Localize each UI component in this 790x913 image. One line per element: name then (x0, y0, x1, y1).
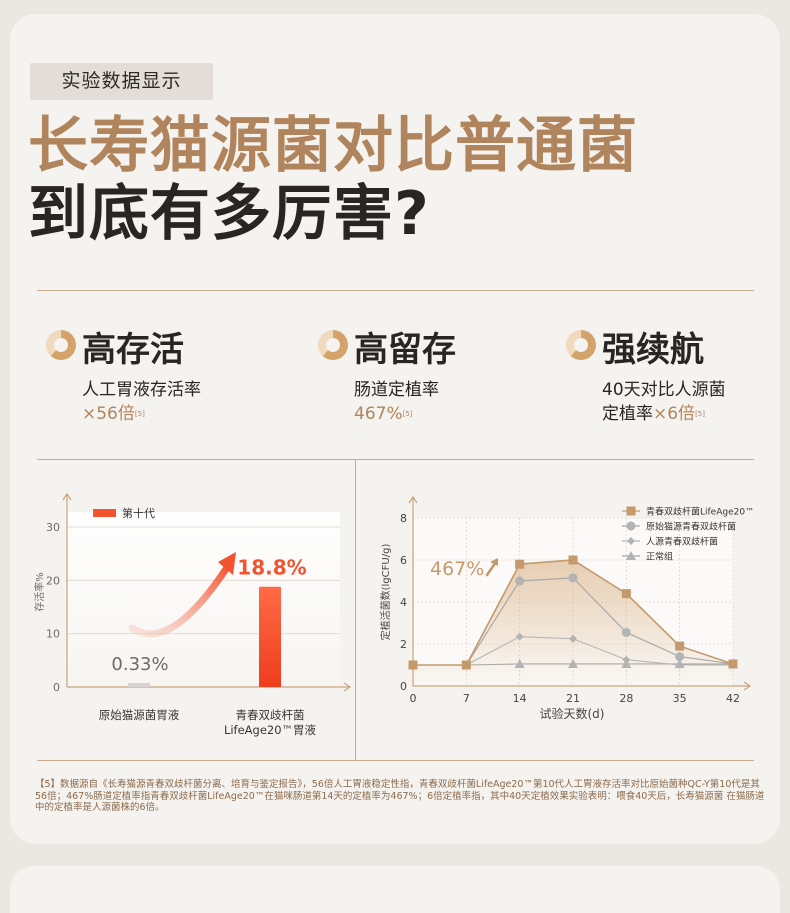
feature-ref: [5] (134, 410, 145, 418)
feature-value: 467% (354, 404, 403, 424)
y-axis-label: 存活率% (33, 572, 46, 612)
ring-icon (318, 330, 348, 360)
y-axis-label: 定植活菌数(lgCFU/g) (379, 544, 392, 641)
data-point (408, 660, 418, 670)
data-point (621, 627, 631, 637)
x-tick-label: 35 (673, 692, 687, 705)
y-tick-label: 10 (46, 628, 60, 641)
y-tick-label: 2 (400, 638, 407, 651)
x-category-label: 青春双歧杆菌 (236, 708, 305, 722)
y-tick-label: 20 (46, 574, 60, 587)
annotation-arrow-head (490, 558, 498, 566)
x-axis-label: 试验天数(d) (540, 706, 605, 721)
x-tick-label: 21 (566, 692, 580, 705)
x-axis-arrow (743, 681, 752, 691)
data-point (627, 537, 635, 545)
feature-desc: 人工胃液存活率 ×56倍[5] (82, 378, 201, 426)
ring-icon (566, 330, 596, 360)
data-point (728, 659, 738, 669)
feature-value: ×56倍 (82, 404, 135, 424)
y-tick-label: 30 (46, 521, 60, 534)
bar (128, 683, 150, 687)
divider-top (37, 290, 754, 291)
feature-title: 高留存 (354, 330, 456, 370)
bar (259, 586, 281, 687)
section-tag: 实验数据显示 (30, 63, 213, 100)
data-point (626, 551, 636, 560)
data-point (675, 641, 685, 651)
divider-middle (37, 459, 754, 460)
data-point (569, 634, 577, 643)
series-line (466, 636, 733, 666)
data-point (622, 655, 631, 664)
feature-title: 高存活 (82, 330, 184, 370)
x-category-label: LifeAge20™胃液 (224, 723, 317, 737)
legend-swatch (93, 509, 116, 517)
y-axis-arrow (408, 495, 418, 504)
feature-desc: 40天对比人源菌 定植率×6倍[5] (602, 378, 726, 426)
x-axis-arrow (343, 682, 352, 692)
feature-desc-line1: 40天对比人源菌 (602, 380, 726, 400)
data-point (515, 576, 525, 586)
data-point (461, 660, 471, 670)
growth-arrow (128, 562, 232, 638)
data-point (568, 555, 578, 565)
x-tick-label: 42 (726, 692, 740, 705)
feature-ref: [5] (402, 410, 413, 418)
legend-label: 正常组 (646, 551, 673, 563)
feature-desc-line1: 肠道定植率 (354, 380, 439, 400)
feature-value: ×6倍 (653, 404, 696, 424)
feature-desc-line2: ×56倍[5] (82, 402, 201, 426)
feature-desc-line2: 467%[5] (354, 402, 439, 426)
bar-data-label: 18.8% (237, 556, 306, 580)
x-tick-label: 0 (410, 692, 417, 705)
feature-ref: [5] (695, 410, 705, 418)
divider-vertical (355, 460, 356, 760)
feature-desc-line2: 定植率×6倍[5] (602, 404, 705, 424)
y-tick-label: 0 (400, 680, 407, 693)
y-tick-label: 0 (53, 681, 60, 694)
legend-label: 原始猫源青春双歧杆菌 (646, 521, 736, 533)
legend-label: 第十代 (122, 506, 155, 520)
series-area (413, 560, 733, 686)
growth-arrow-head (218, 552, 236, 575)
y-tick-label: 6 (400, 554, 407, 567)
data-point (675, 652, 685, 662)
headline-line-2: 到底有多厉害? (28, 179, 430, 249)
x-tick-label: 7 (463, 692, 470, 705)
x-category-label: 原始猫源菌胃液 (99, 708, 180, 722)
data-point (515, 632, 524, 641)
y-tick-label: 4 (400, 596, 407, 609)
bottom-card (10, 866, 780, 913)
x-tick-label: 28 (619, 692, 633, 705)
series-line (466, 663, 733, 666)
data-point (626, 506, 636, 516)
legend-label: 人源青春双歧杆菌 (646, 536, 718, 548)
bar-data-label: 0.33% (111, 654, 168, 675)
data-point (514, 658, 525, 668)
data-point (621, 589, 631, 599)
x-tick-label: 14 (513, 692, 527, 705)
annotation-label: 467% (430, 558, 484, 580)
divider-bottom (37, 760, 754, 761)
feature-desc-line1: 人工胃液存活率 (82, 380, 201, 400)
data-point (568, 658, 578, 668)
feature-title: 强续航 (602, 330, 704, 370)
legend-label: 青春双歧杆菌LifeAge20™ (646, 506, 754, 518)
series-line (465, 577, 734, 666)
ring-icon (46, 330, 76, 360)
headline-line-1: 长寿猫源菌对比普通菌 (28, 111, 638, 181)
data-point (626, 521, 636, 531)
y-tick-label: 8 (400, 512, 407, 525)
data-point (675, 661, 684, 669)
feature-desc: 肠道定植率 467%[5] (354, 378, 439, 426)
data-point (568, 573, 578, 583)
y-axis-arrow (62, 492, 72, 501)
data-point (515, 559, 525, 569)
footnote: 【5】数据源自《长寿猫源青春双歧杆菌分离、培育与鉴定报告》，56倍人工胃液稳定性… (35, 779, 765, 813)
top-card (10, 14, 780, 844)
